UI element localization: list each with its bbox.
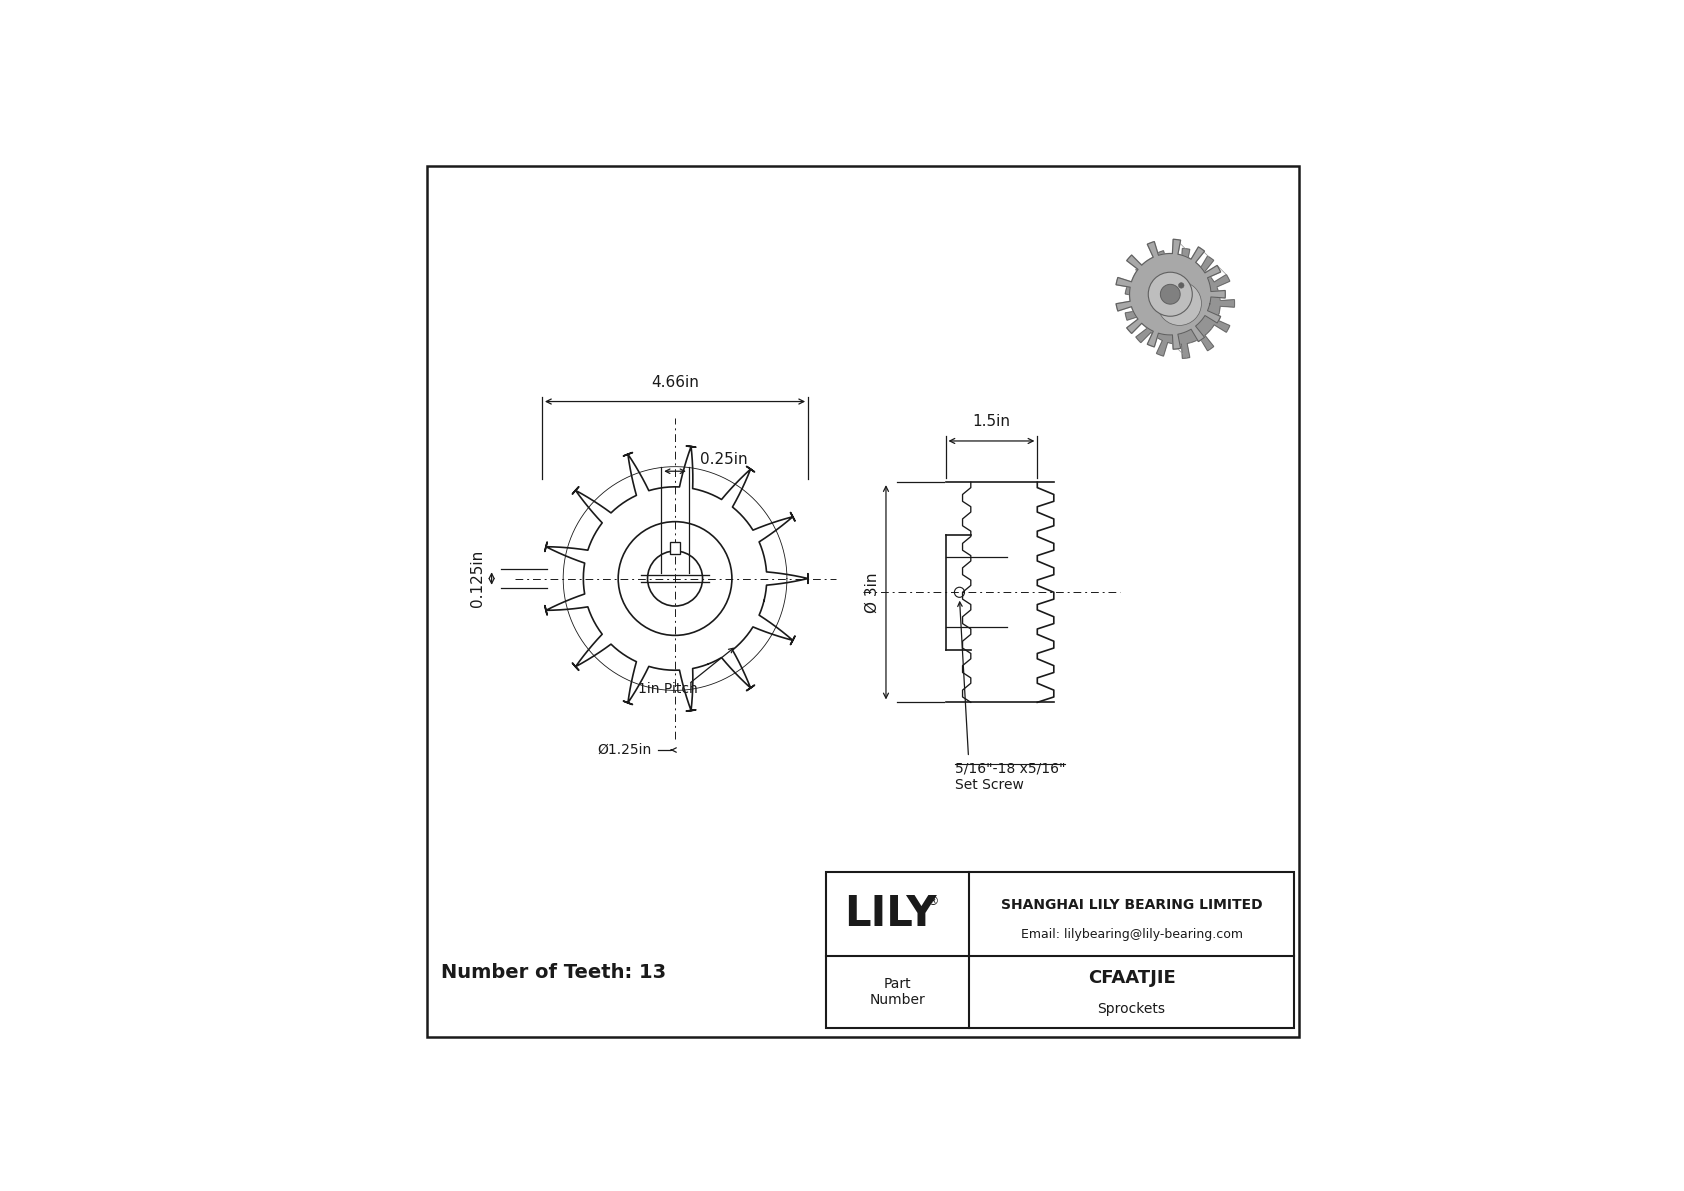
Circle shape xyxy=(1148,273,1192,317)
Bar xyxy=(827,872,1293,1028)
Text: LILY: LILY xyxy=(844,893,936,935)
Text: Ø 3in: Ø 3in xyxy=(864,572,879,612)
Text: Number of Teeth: 13: Number of Teeth: 13 xyxy=(441,964,667,983)
Circle shape xyxy=(1179,282,1184,288)
Text: Part
Number: Part Number xyxy=(871,977,926,1008)
Polygon shape xyxy=(1125,249,1234,358)
Circle shape xyxy=(1157,281,1201,325)
Text: Email: lilybearing@lily-bearing.com: Email: lilybearing@lily-bearing.com xyxy=(1021,928,1243,941)
Text: Sprockets: Sprockets xyxy=(1098,1002,1165,1016)
Text: 0.25in: 0.25in xyxy=(701,451,748,467)
Text: 1in Pitch: 1in Pitch xyxy=(638,681,699,696)
Text: ®: ® xyxy=(926,894,938,908)
Text: 1.5in: 1.5in xyxy=(972,414,1010,429)
Text: Ø1.25in: Ø1.25in xyxy=(598,743,652,757)
Text: SHANGHAI LILY BEARING LIMITED: SHANGHAI LILY BEARING LIMITED xyxy=(1000,898,1263,912)
Circle shape xyxy=(1160,285,1180,304)
Text: CFAATJIE: CFAATJIE xyxy=(1088,969,1175,987)
Text: 0.125in: 0.125in xyxy=(470,550,485,607)
Polygon shape xyxy=(1116,239,1226,349)
Text: 4.66in: 4.66in xyxy=(652,375,699,389)
Bar xyxy=(670,542,680,554)
Text: 5/16"-18 x5/16"
Set Screw: 5/16"-18 x5/16" Set Screw xyxy=(955,762,1066,792)
